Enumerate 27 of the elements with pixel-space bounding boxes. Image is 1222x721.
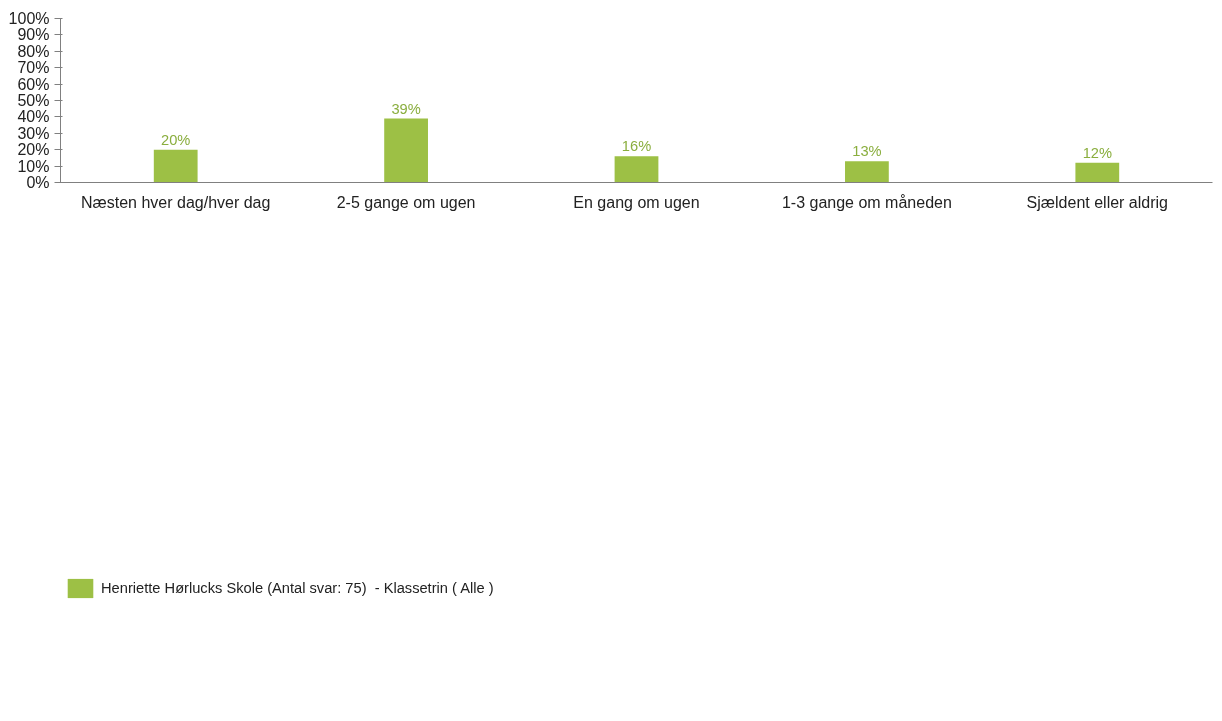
bar xyxy=(384,118,428,183)
data-label: 16% xyxy=(621,138,652,155)
x-tick-label: 2-5 gange om ugen xyxy=(336,193,476,211)
bar xyxy=(845,161,889,183)
y-tick-label: 90% xyxy=(17,26,50,44)
y-tick-label: 60% xyxy=(17,75,50,93)
legend-label: Henriette Hørlucks Skole (Antal svar: 75) - Klassetrin ( Alle ) xyxy=(101,580,494,596)
y-tick-label: 30% xyxy=(17,124,50,142)
y-tick-label: 10% xyxy=(17,157,50,175)
data-label: 20% xyxy=(161,131,191,148)
data-label: 13% xyxy=(852,143,882,160)
bar xyxy=(153,149,198,183)
y-tick-label: 40% xyxy=(17,108,50,126)
y-tick-label: 20% xyxy=(17,141,50,159)
bar xyxy=(614,156,659,183)
x-tick-label: Næsten hver dag/hver dag xyxy=(80,193,271,211)
bar xyxy=(1075,162,1120,183)
y-tick-label: 70% xyxy=(17,59,50,77)
y-tick-label: 100% xyxy=(8,10,50,27)
data-label: 12% xyxy=(1082,144,1112,161)
x-tick-label: En gang om ugen xyxy=(573,193,700,211)
y-tick-label: 50% xyxy=(17,92,50,109)
y-tick-label: 80% xyxy=(17,42,50,60)
x-tick-label: 1-3 gange om måneden xyxy=(781,193,952,211)
x-tick-label: Sjældent eller aldrig xyxy=(1026,193,1168,211)
data-label: 39% xyxy=(391,100,421,117)
y-tick-label: 0% xyxy=(26,174,50,191)
